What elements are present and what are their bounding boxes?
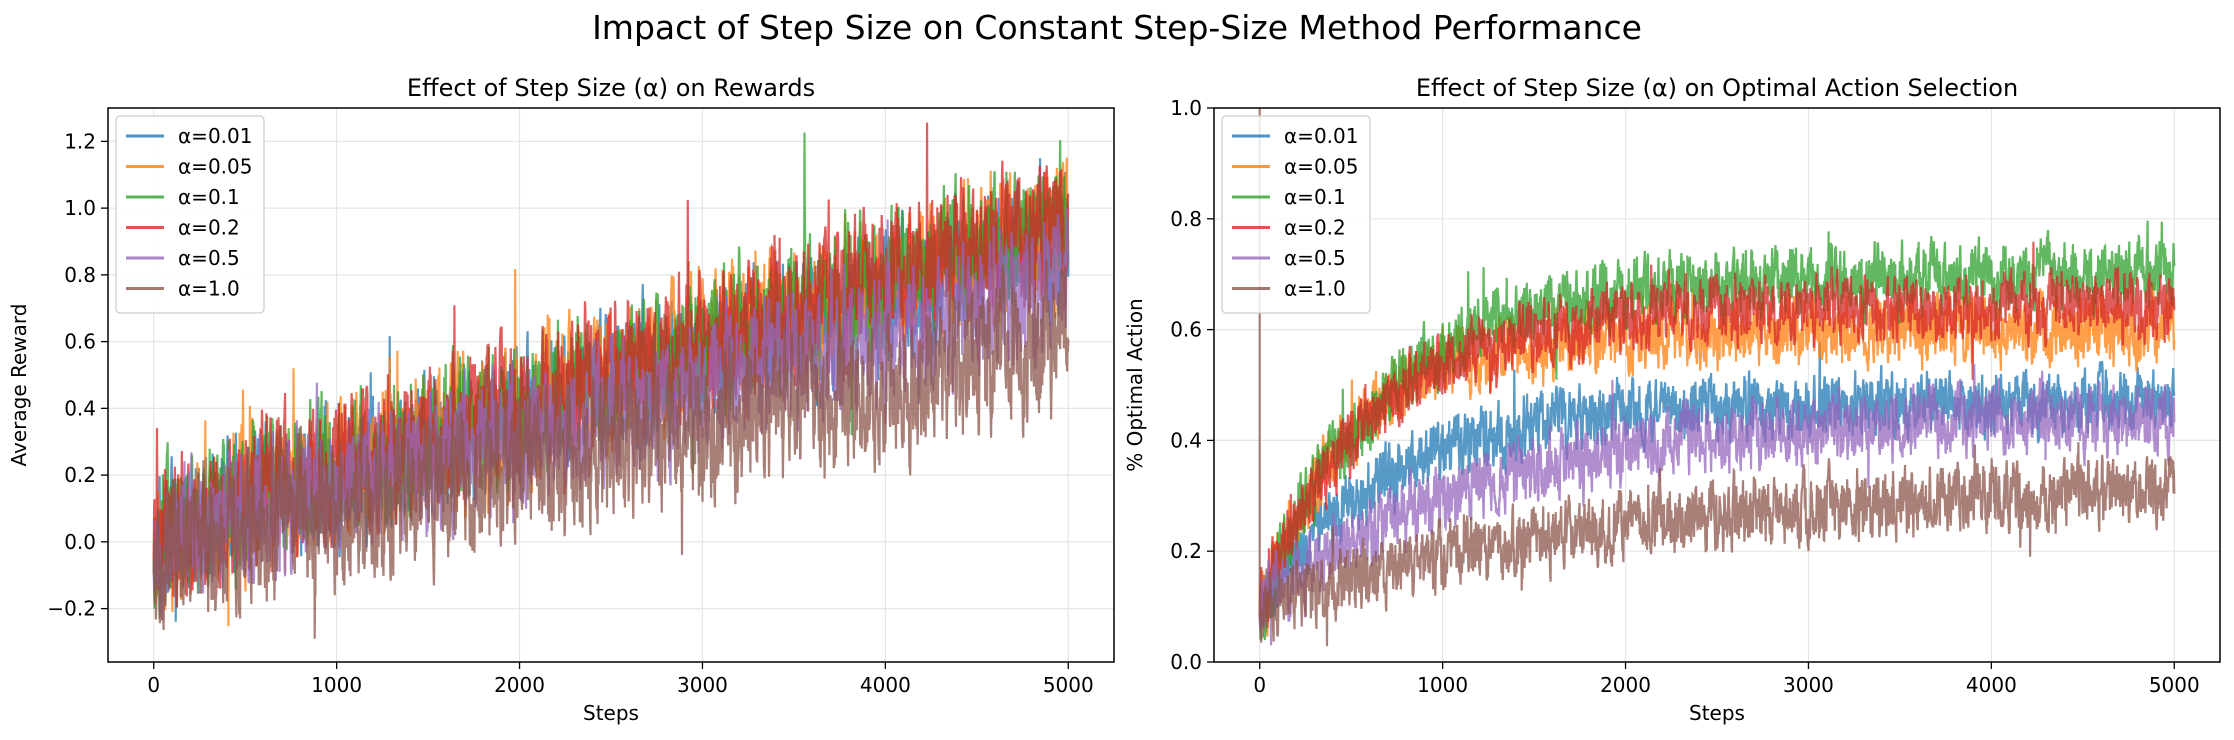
x-tick-label: 3000 <box>1783 673 1834 697</box>
series-line-α=1.0 <box>1258 108 2176 647</box>
chart-title: Effect of Step Size (α) on Rewards <box>407 74 815 102</box>
x-axis-label: Steps <box>583 701 639 725</box>
x-tick-label: 2000 <box>1600 673 1651 697</box>
axes-frame <box>1213 107 2221 663</box>
y-tick-label: 1.2 <box>64 129 96 153</box>
axes-frame <box>107 107 1115 663</box>
figure-title: Impact of Step Size on Constant Step-Siz… <box>592 8 1642 47</box>
y-tick-label: 0.4 <box>1170 428 1202 452</box>
x-tick-label: 0 <box>147 673 160 697</box>
legend: α=0.01 α=0.05 α=0.1 α=0.2 α=0.5 α=1.0 <box>1221 115 1371 314</box>
legend-entry: α=0.01 <box>178 124 252 148</box>
legend-entry: α=0.05 <box>1284 155 1358 179</box>
x-tick-label: 3000 <box>677 673 728 697</box>
x-tick-label: 1000 <box>311 673 362 697</box>
legend-entry: α=0.5 <box>1284 246 1346 270</box>
y-axis-label: % Optimal Action <box>1123 298 1147 472</box>
x-tick-label: 4000 <box>860 673 911 697</box>
x-tick-label: 5000 <box>1043 673 1094 697</box>
y-tick-label: −0.2 <box>47 597 96 621</box>
y-tick-label: 0.4 <box>64 396 96 420</box>
x-tick-label: 4000 <box>1966 673 2017 697</box>
y-tick-label: 0.8 <box>1170 207 1202 231</box>
y-tick-label: 0.0 <box>1170 650 1202 674</box>
legend-entry: α=0.5 <box>178 246 240 270</box>
series-line-α=1.0 <box>152 225 1070 639</box>
y-tick-label: 1.0 <box>64 196 96 220</box>
legend-entry: α=0.01 <box>1284 124 1358 148</box>
x-tick-label: 1000 <box>1417 673 1468 697</box>
series-line-α=0.5 <box>1258 363 2176 646</box>
legend-entry: α=0.05 <box>178 155 252 179</box>
legend-entry: α=0.1 <box>178 185 240 209</box>
x-tick-label: 0 <box>1253 673 1266 697</box>
x-tick-label: 2000 <box>494 673 545 697</box>
y-tick-label: 0.6 <box>64 330 96 354</box>
y-axis-label: Average Reward <box>7 304 31 467</box>
series-line-α=0.2 <box>1258 241 2176 626</box>
y-tick-label: 0.2 <box>1170 539 1202 563</box>
chart-panel-1: 0 1000 2000 3000 4000 5000 −0.2 0.0 0.2 0.4 0.6 0.8… <box>7 74 1115 725</box>
y-tick-label: 0.8 <box>64 263 96 287</box>
legend-entry: α=1.0 <box>1284 277 1346 301</box>
legend: α=0.01 α=0.05 α=0.1 α=0.2 α=0.5 α=1.0 <box>115 115 265 314</box>
y-tick-label: 0.2 <box>64 463 96 487</box>
legend-entry: α=0.1 <box>1284 185 1346 209</box>
chart-title: Effect of Step Size (α) on Optimal Actio… <box>1416 74 2018 102</box>
x-axis-label: Steps <box>1689 701 1745 725</box>
y-tick-label: 1.0 <box>1170 96 1202 120</box>
legend-entry: α=1.0 <box>178 277 240 301</box>
chart-panel-2: 0 1000 2000 3000 4000 5000 0.0 0.2 0.4 0.6 0.8 1.0 S… <box>1123 74 2221 725</box>
x-tick-label: 5000 <box>2149 673 2200 697</box>
legend-entry: α=0.2 <box>1284 216 1346 240</box>
y-tick-label: 0.6 <box>1170 318 1202 342</box>
y-tick-label: 0.0 <box>64 530 96 554</box>
legend-entry: α=0.2 <box>178 216 240 240</box>
